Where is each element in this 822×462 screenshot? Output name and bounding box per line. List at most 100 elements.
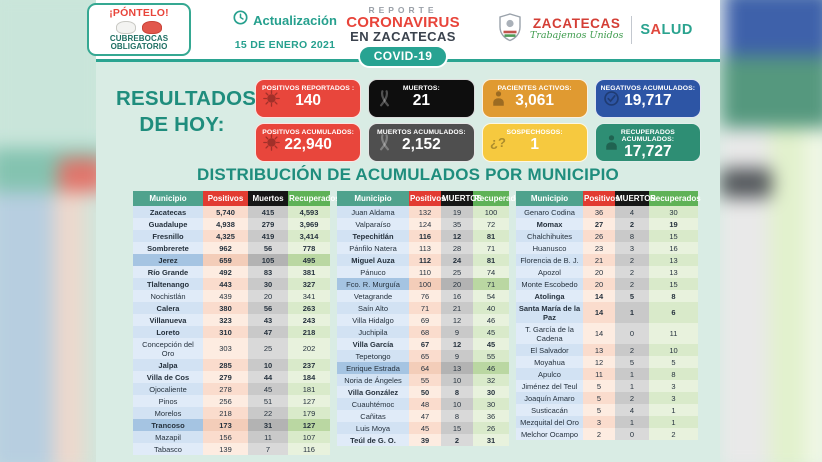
- table-row: Florencia de B. J. 21 2 13: [516, 254, 698, 266]
- municipality-name: Momax: [516, 218, 583, 230]
- masthead: ¡PÓNTELO! CUBREBOCAS OBLIGATORIO Actuali…: [87, 0, 720, 68]
- deaths-value: 56: [248, 302, 288, 314]
- health-logo-lud: LUD: [661, 22, 693, 38]
- recovered-value: 30: [649, 206, 698, 218]
- recovered-value: 179: [288, 407, 330, 419]
- stat-card-label: POSITIVOS ACUMULADOS:: [262, 129, 354, 136]
- deaths-value: 9: [441, 326, 473, 338]
- deaths-value: 11: [248, 431, 288, 443]
- results-heading: RESULTADOS DE HOY:: [116, 86, 257, 138]
- table-row: Nochistlán 439 20 341: [133, 290, 330, 302]
- municipality-name: Río Grande: [133, 266, 203, 278]
- deaths-value: 10: [248, 359, 288, 371]
- deaths-value: 51: [248, 395, 288, 407]
- recovered-value: 1: [649, 416, 698, 428]
- table-header-row: Municipio Positivos MUERTOS Recuperados: [516, 191, 701, 206]
- positives-value: 48: [409, 398, 441, 410]
- table-row: Jalpa 285 10 237: [133, 359, 330, 371]
- recovered-value: 46: [473, 314, 509, 326]
- table-row: Calera 380 56 263: [133, 302, 330, 314]
- table-header-row: Municipio Positivos Muertos Recuperados: [133, 191, 340, 206]
- table-row: Cañitas 47 8 36: [337, 410, 509, 422]
- municipality-name: Trancoso: [133, 419, 203, 431]
- deaths-value: 25: [441, 266, 473, 278]
- deaths-value: 419: [248, 230, 288, 242]
- positives-value: 55: [409, 374, 441, 386]
- stat-card-value: 22,940: [284, 136, 332, 153]
- report-title: CORONAVIRUS: [346, 14, 460, 31]
- positives-value: 45: [409, 422, 441, 434]
- municipality-name: Tlaltenango: [133, 278, 203, 290]
- municipality-name: Apozol: [516, 266, 583, 278]
- municipality-table-1: Municipio Positivos Muertos Recuperados Zaca…: [133, 191, 340, 455]
- recovered-value: 1: [649, 404, 698, 416]
- recovered-value: 127: [288, 395, 330, 407]
- positives-value: 285: [203, 359, 248, 371]
- recovered-value: 263: [288, 302, 330, 314]
- table-row: El Salvador 13 2 10: [516, 344, 698, 356]
- deaths-value: 43: [248, 314, 288, 326]
- deaths-value: 2: [615, 392, 649, 404]
- column-header-recuperados: Recuperados: [473, 191, 525, 206]
- column-header-muertos: Muertos: [248, 191, 288, 206]
- deaths-value: 4: [615, 404, 649, 416]
- municipality-name: Fresnillo: [133, 230, 203, 242]
- table-row: Pánuco 110 25 74: [337, 266, 509, 278]
- municipality-name: Juchipila: [337, 326, 409, 338]
- stat-card-value: 1: [530, 136, 539, 153]
- recovered-value: 2: [649, 428, 698, 440]
- recovered-value: 16: [649, 242, 698, 254]
- positives-value: 5,740: [203, 206, 248, 218]
- deaths-value: 7: [248, 443, 288, 455]
- recovered-value: 3,414: [288, 230, 330, 242]
- municipality-name: Pánfilo Natera: [337, 242, 409, 254]
- municipality-name: Luis Moya: [337, 422, 409, 434]
- positives-value: 64: [409, 362, 441, 374]
- deaths-value: 2: [615, 278, 649, 290]
- stat-card-sospechosos: ¿? SOSPECHOSOS: 1: [481, 123, 588, 162]
- municipality-name: Miguel Auza: [337, 254, 409, 266]
- deaths-value: 16: [441, 290, 473, 302]
- table-row: Villa González 50 8 30: [337, 386, 509, 398]
- recovered-value: 8: [649, 368, 698, 380]
- table-row: Enrique Estrada 64 13 46: [337, 362, 509, 374]
- positives-value: 380: [203, 302, 248, 314]
- recovered-value: 32: [473, 374, 509, 386]
- municipality-name: Joaquín Amaro: [516, 392, 583, 404]
- recovered-value: 381: [288, 266, 330, 278]
- positives-value: 39: [409, 434, 441, 446]
- table-row: Río Grande 492 83 381: [133, 266, 330, 278]
- municipality-name: Nochistlán: [133, 290, 203, 302]
- column-header-municipio: Municipio: [337, 191, 409, 206]
- table-row: Tlaltenango 443 30 327: [133, 278, 330, 290]
- recovered-value: 71: [473, 242, 509, 254]
- positives-value: 279: [203, 371, 248, 383]
- deaths-value: 0: [615, 428, 649, 440]
- positives-value: 23: [583, 242, 615, 254]
- recovered-value: 26: [473, 422, 509, 434]
- recovered-value: 116: [288, 443, 330, 455]
- state-name: ZACATECAS: [532, 16, 621, 31]
- table-row: Melchor Ocampo 2 0 2: [516, 428, 698, 440]
- column-header-municipio: Municipio: [516, 191, 583, 206]
- recovered-value: 36: [473, 410, 509, 422]
- recovered-value: 45: [473, 338, 509, 350]
- positives-value: 492: [203, 266, 248, 278]
- recovered-value: 3: [649, 380, 698, 392]
- deaths-value: 1: [615, 380, 649, 392]
- positives-value: 112: [409, 254, 441, 266]
- municipality-name: Jalpa: [133, 359, 203, 371]
- table-row: Concepción del Oro 303 25 202: [133, 338, 330, 359]
- results-heading-line1: RESULTADOS: [116, 87, 257, 110]
- table-row: Monte Escobedo 20 2 15: [516, 278, 698, 290]
- recovered-value: 181: [288, 383, 330, 395]
- recovered-value: 107: [288, 431, 330, 443]
- health-logo-s: S: [640, 22, 651, 38]
- municipality-name: Pinos: [133, 395, 203, 407]
- positives-value: 69: [409, 314, 441, 326]
- column-header-recuperados: Recuperados: [288, 191, 340, 206]
- recovered-value: 3: [649, 392, 698, 404]
- deaths-value: 415: [248, 206, 288, 218]
- stat-card-value: 2,152: [401, 136, 441, 153]
- table-row: Jerez 659 105 495: [133, 254, 330, 266]
